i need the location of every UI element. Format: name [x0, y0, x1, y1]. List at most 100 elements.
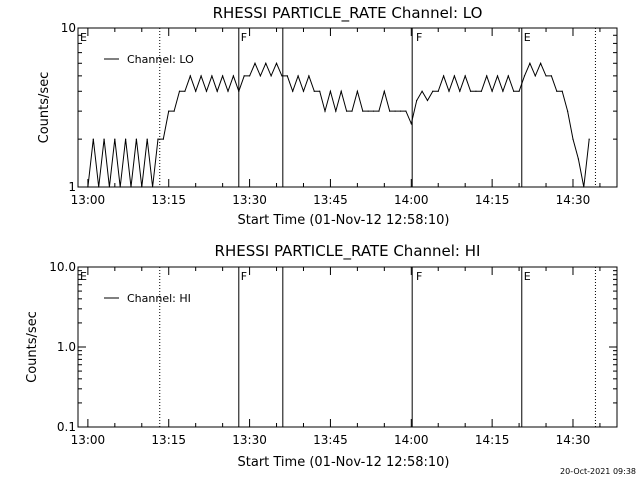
chart0-data-point	[297, 75, 299, 77]
chart0-series-line	[87, 62, 590, 188]
chart0-data-point	[437, 90, 439, 92]
chart0-data-point	[216, 90, 218, 92]
chart0-data-point	[410, 123, 412, 125]
chart0-x-tick-label: 14:30	[556, 193, 591, 207]
chart0-x-tick-label: 14:00	[394, 193, 429, 207]
chart0-data-point	[496, 75, 499, 77]
chart0-data-point	[205, 90, 208, 92]
chart0-data-point	[157, 138, 159, 140]
chart0-data-point	[416, 99, 418, 102]
chart0-data-point	[545, 75, 547, 77]
chart0-data-point	[265, 62, 267, 64]
chart0-data-point	[534, 75, 536, 77]
chart0-data-point	[480, 90, 482, 92]
chart0-x-tick-label: 13:45	[313, 193, 348, 207]
chart0-data-point	[173, 110, 175, 112]
chart0-data-point	[292, 90, 294, 92]
chart0-x-tick-label: 13:15	[151, 193, 186, 207]
chart0-data-point	[394, 110, 396, 112]
chart0-data-point	[588, 138, 590, 140]
chart1-event-marker: F	[241, 270, 247, 283]
chart0-legend-label: Channel: LO	[127, 53, 194, 66]
chart0-data-point	[469, 90, 472, 92]
chart0-data-point	[486, 75, 488, 77]
chart0-data-point	[87, 186, 89, 188]
chart1-plot-frame	[77, 266, 618, 428]
chart1-y-tick-label: 1.0	[57, 340, 76, 354]
chart0-x-tick-label: 14:15	[475, 193, 510, 207]
chart0-data-point	[556, 90, 558, 92]
chart1-x-tick-label: 14:00	[394, 433, 429, 447]
chart0-title: RHESSI PARTICLE_RATE Channel: LO	[213, 4, 483, 23]
chart0-data-point	[108, 186, 111, 188]
chart0-data-point	[195, 90, 197, 92]
chart0-plot-frame	[77, 27, 618, 188]
chart0-data-point	[243, 75, 245, 77]
chart1-event-marker: E	[80, 270, 87, 283]
chart0-data-point	[421, 90, 423, 92]
chart1-title: RHESSI PARTICLE_RATE Channel: HI	[215, 242, 481, 261]
chart0-data-point	[125, 138, 127, 140]
chart0-data-point	[405, 110, 407, 112]
chart1-x-tick-label: 13:30	[232, 433, 267, 447]
chart0-data-point	[184, 90, 186, 92]
chart0-data-point	[151, 186, 154, 188]
chart0-event-marker: E	[524, 31, 531, 44]
chart0-data-point	[583, 186, 585, 188]
chart0-data-point	[248, 75, 251, 77]
chart0-data-point	[114, 138, 116, 140]
chart0-data-point	[324, 110, 326, 112]
chart0-data-point	[448, 90, 450, 92]
chart0-data-point	[168, 110, 170, 112]
chart0-data-point	[335, 110, 337, 112]
chart0-data-point	[491, 90, 493, 92]
chart0-data-point	[550, 75, 553, 77]
chart0-data-point	[443, 75, 445, 77]
chart1-y-axis-label: Counts/sec	[25, 311, 40, 383]
chart0-data-point	[351, 110, 353, 112]
chart0-x-axis-label: Start Time (01-Nov-12 12:58:10)	[238, 213, 450, 228]
chart0-data-point	[432, 90, 434, 92]
chart0-x-tick-label: 13:00	[71, 193, 106, 207]
chart0-data-point	[529, 62, 531, 64]
chart0-data-point	[518, 90, 520, 92]
chart0-data-point	[232, 75, 235, 77]
chart0-data-point	[238, 90, 240, 92]
chart0-data-point	[566, 110, 569, 112]
chart0-data-point	[211, 75, 213, 77]
chart0-data-point	[453, 75, 456, 77]
chart0-data-point	[308, 75, 310, 77]
chart0-data-point	[329, 90, 332, 92]
chart0-data-point	[286, 75, 288, 77]
chart0-data-point	[141, 186, 143, 188]
chart0-data-point	[281, 75, 283, 77]
chart0-event-marker: F	[241, 31, 247, 44]
chart1-x-tick-label: 14:30	[556, 433, 591, 447]
chart1-x-tick-label: 13:00	[71, 433, 106, 447]
chart0-data-point	[92, 138, 94, 140]
chart0-data-point	[577, 158, 579, 160]
chart0-data-point	[378, 110, 380, 112]
chart0-y-tick-label: 10	[61, 21, 76, 35]
chart1-x-axis-label: Start Time (01-Nov-12 12:58:10)	[238, 455, 450, 470]
chart0-data-point	[119, 186, 121, 188]
chart0-data-point	[523, 75, 526, 77]
chart1-event-marker: F	[416, 270, 422, 283]
chart0-data-point	[372, 110, 375, 112]
chart0-data-point	[227, 90, 229, 92]
chart0-data-point	[98, 186, 100, 188]
footer-timestamp: 20-Oct-2021 09:38	[560, 467, 636, 476]
chart0-data-point	[356, 90, 358, 92]
chart0-data-point	[540, 62, 542, 64]
chart0-data-point	[572, 138, 574, 140]
chart0-data-point	[135, 138, 137, 140]
hi-channel-panel: RHESSI PARTICLE_RATE Channel: HI Counts/s…	[25, 242, 618, 470]
chart0-data-point	[513, 90, 515, 92]
chart0-data-point	[146, 138, 148, 140]
chart0-data-point	[189, 75, 191, 77]
chart0-data-point	[507, 75, 509, 77]
chart0-data-point	[399, 110, 402, 112]
chart1-event-marker: E	[524, 270, 531, 283]
chart0-data-point	[254, 62, 256, 64]
